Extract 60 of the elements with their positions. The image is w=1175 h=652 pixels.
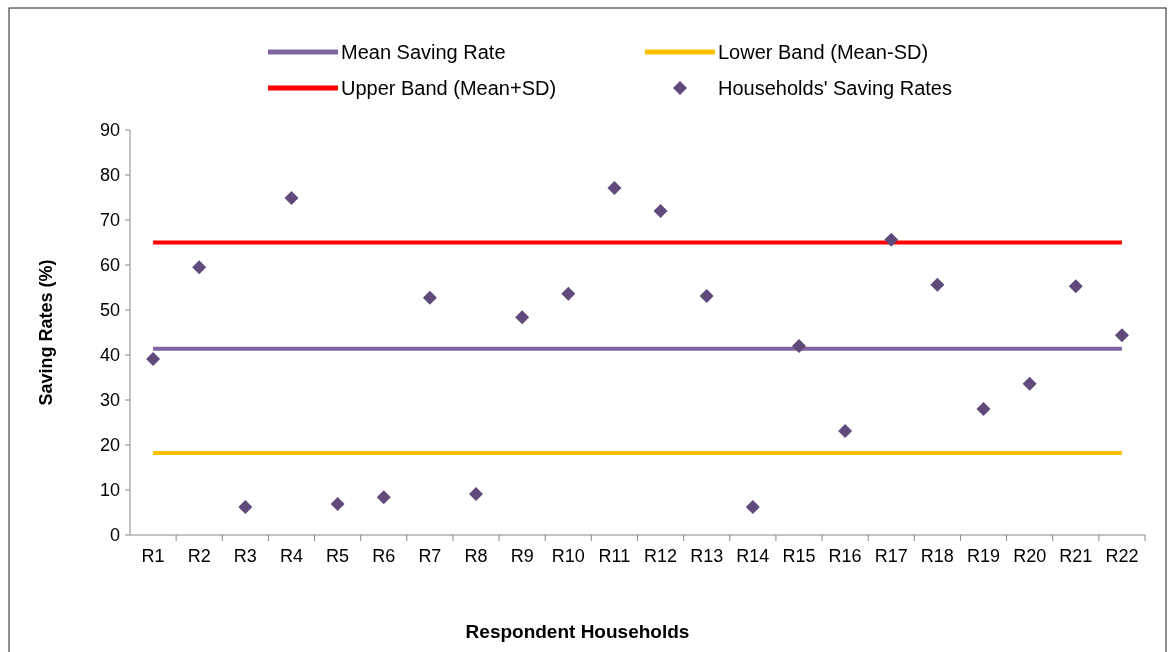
x-tick-label: R10 <box>551 546 585 566</box>
x-tick-label: R3 <box>233 546 257 566</box>
y-tick-label: 90 <box>99 120 120 141</box>
legend-label: Lower Band (Mean-SD) <box>718 41 929 63</box>
point <box>376 490 391 505</box>
x-tick-label: R9 <box>510 546 534 566</box>
x-tick-label: R12 <box>644 546 678 566</box>
x-axis-title: Respondent Households <box>465 621 690 642</box>
point <box>284 190 299 205</box>
point <box>1068 279 1083 294</box>
x-tick-label: R17 <box>874 546 908 566</box>
x-tick-label: R2 <box>187 546 211 566</box>
x-tick-label: R7 <box>418 546 442 566</box>
point <box>791 339 806 353</box>
y-tick-label: 0 <box>109 525 120 546</box>
y-tick-label: 60 <box>99 255 120 276</box>
x-tick-label: R20 <box>1013 546 1047 566</box>
point <box>607 181 622 196</box>
x-tick-label: R14 <box>736 546 770 566</box>
y-tick-label: 10 <box>99 480 120 501</box>
point <box>1114 328 1129 343</box>
point <box>1022 376 1037 391</box>
point <box>422 290 437 305</box>
point <box>745 500 760 515</box>
point <box>192 260 207 275</box>
y-tick-label: 20 <box>99 435 120 456</box>
y-tick-label: 40 <box>99 345 120 366</box>
point <box>699 289 714 304</box>
point <box>515 310 530 325</box>
x-tick-label: R21 <box>1059 546 1093 566</box>
point <box>330 496 345 511</box>
x-tick-label: R1 <box>141 546 165 566</box>
legend-label: Mean Saving Rate <box>341 41 506 63</box>
x-tick-label: R8 <box>464 546 488 566</box>
point <box>838 424 853 439</box>
y-tick-label: 70 <box>99 210 120 231</box>
x-tick-label: R22 <box>1105 546 1139 566</box>
point <box>976 402 991 416</box>
x-tick-label: R19 <box>967 546 1001 566</box>
y-axis-title: Saving Rates (%) <box>36 259 56 406</box>
y-tick-label: 30 <box>99 390 120 411</box>
point <box>469 487 484 502</box>
point <box>653 204 668 218</box>
point <box>561 286 576 301</box>
x-tick-label: R18 <box>920 546 954 566</box>
x-tick-label: R13 <box>690 546 724 566</box>
point <box>930 277 945 292</box>
x-tick-label: R4 <box>279 546 303 566</box>
y-tick-label: 50 <box>99 300 120 321</box>
x-tick-label: R15 <box>782 546 816 566</box>
x-tick-label: R16 <box>828 546 862 566</box>
x-tick-label: R5 <box>326 546 350 566</box>
y-tick-label: 80 <box>99 165 120 186</box>
point <box>238 500 253 515</box>
point <box>884 232 899 247</box>
legend-label: Upper Band (Mean+SD) <box>341 77 557 99</box>
legend-label: Households' Saving Rates <box>718 77 952 99</box>
point <box>146 352 161 367</box>
x-tick-label: R11 <box>598 546 631 566</box>
x-tick-label: R6 <box>372 546 396 566</box>
